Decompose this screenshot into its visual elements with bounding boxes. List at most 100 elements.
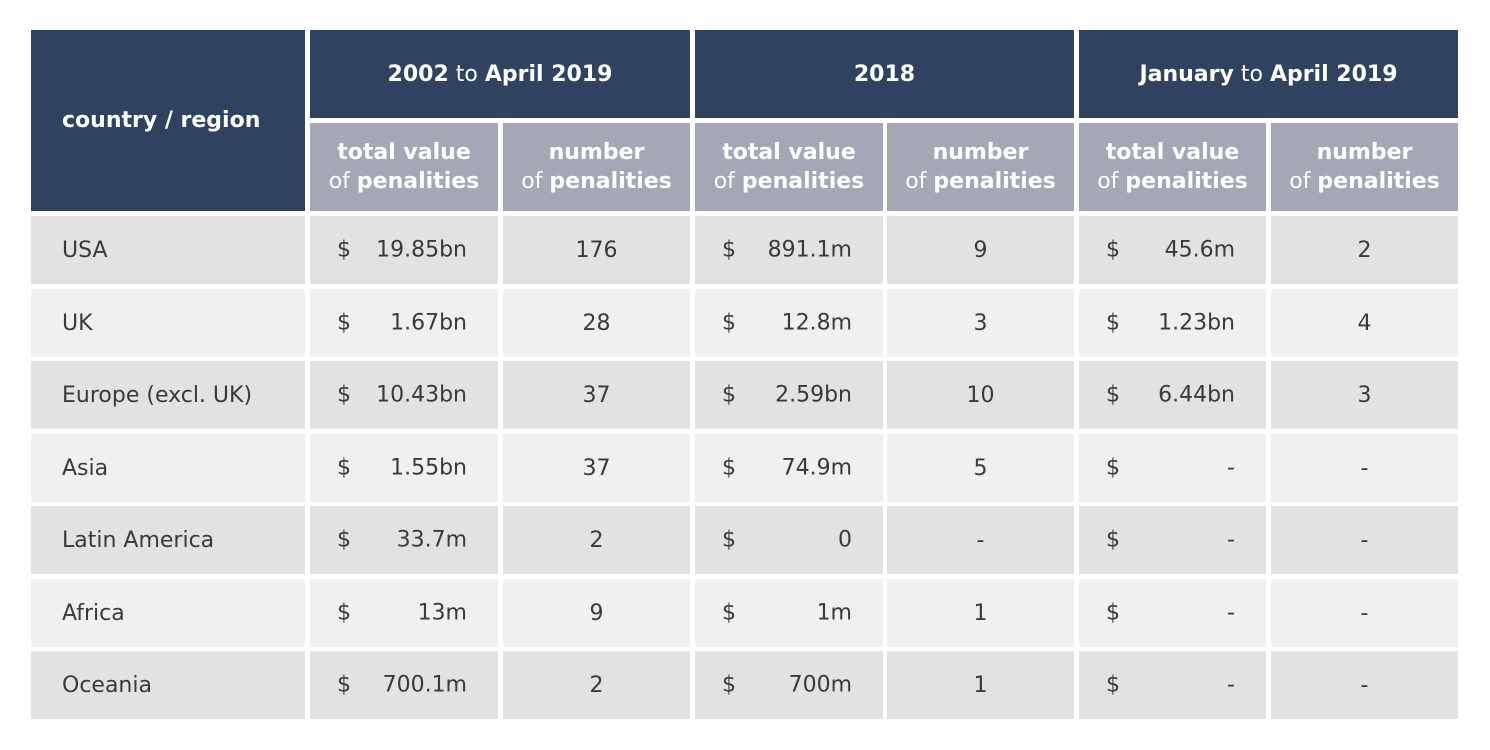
- currency-symbol: $: [722, 527, 736, 553]
- value-amount: 700m: [788, 672, 852, 698]
- total-value-cell: $45.6m: [1079, 216, 1266, 284]
- count-cell: -: [1271, 579, 1458, 647]
- value-amount: 1.23bn: [1158, 310, 1235, 336]
- sub-header-line1: total value: [722, 140, 856, 165]
- sub-header-of: of: [1289, 169, 1318, 194]
- value-amount: 19.85bn: [376, 237, 467, 263]
- total-value-cell: $1m: [695, 579, 883, 647]
- count-cell: 2: [503, 506, 690, 574]
- sub-header-penalities: penalities: [549, 169, 672, 194]
- period-end: April 2019: [484, 61, 613, 87]
- count-cell: 28: [503, 289, 690, 357]
- sub-header-line2: of penalities: [887, 167, 1074, 196]
- region-cell: USA: [31, 216, 305, 284]
- sub-header-penalities: penalities: [356, 169, 480, 194]
- value-amount: -: [1227, 455, 1235, 481]
- count-cell: 3: [1271, 361, 1458, 429]
- currency-symbol: $: [337, 237, 351, 263]
- total-value-cell: $700.1m: [310, 651, 498, 719]
- sub-header-penalities: penalities: [1125, 169, 1248, 194]
- value-amount: 12.8m: [781, 310, 852, 336]
- total-value-cell: $1.67bn: [310, 289, 498, 357]
- period-start: 2002: [387, 61, 449, 87]
- number-header: number of penalities: [503, 123, 690, 211]
- sub-header-line2: of penalities: [1271, 167, 1458, 196]
- sub-header-penalities: penalities: [741, 169, 865, 194]
- total-value-cell: $74.9m: [695, 434, 883, 502]
- total-value-cell: $ -: [1079, 506, 1266, 574]
- number-header: number of penalities: [887, 123, 1074, 211]
- total-value-header: total value of penalities: [1079, 123, 1266, 211]
- currency-symbol: $: [337, 455, 351, 481]
- currency-symbol: $: [1106, 672, 1120, 698]
- sub-header-line2: of penalities: [1079, 167, 1266, 196]
- number-header: number of penalities: [1271, 123, 1458, 211]
- value-amount: 2.59bn: [775, 382, 852, 408]
- currency-symbol: $: [1106, 455, 1120, 481]
- total-value-cell: $891.1m: [695, 216, 883, 284]
- count-cell: 37: [503, 361, 690, 429]
- total-value-cell: $19.85bn: [310, 216, 498, 284]
- total-value-cell: $13m: [310, 579, 498, 647]
- count-cell: 9: [503, 579, 690, 647]
- value-amount: 10.43bn: [376, 382, 467, 408]
- currency-symbol: $: [722, 672, 736, 698]
- period-connector: to: [448, 61, 485, 87]
- currency-symbol: $: [722, 600, 736, 626]
- value-amount: -: [1227, 600, 1235, 626]
- total-value-cell: $ -: [1079, 579, 1266, 647]
- count-cell: 2: [503, 651, 690, 719]
- count-cell: 37: [503, 434, 690, 502]
- value-amount: 45.6m: [1164, 237, 1235, 263]
- total-value-cell: $700m: [695, 651, 883, 719]
- total-value-cell: $1.23bn: [1079, 289, 1266, 357]
- sub-header-penalities: penalities: [1317, 169, 1440, 194]
- total-value-cell: $0: [695, 506, 883, 574]
- count-cell: 10: [887, 361, 1074, 429]
- count-cell: 1: [887, 579, 1074, 647]
- currency-symbol: $: [337, 672, 351, 698]
- currency-symbol: $: [337, 600, 351, 626]
- total-value-cell: $10.43bn: [310, 361, 498, 429]
- value-amount: 1.67bn: [390, 310, 467, 336]
- currency-symbol: $: [1106, 527, 1120, 553]
- sub-header-line2: of penalities: [695, 167, 883, 196]
- currency-symbol: $: [1106, 310, 1120, 336]
- value-amount: -: [1227, 527, 1235, 553]
- count-cell: 2: [1271, 216, 1458, 284]
- total-value-cell: $6.44bn: [1079, 361, 1266, 429]
- period-header: January to April 2019: [1079, 30, 1458, 118]
- sub-header-line1: number: [1316, 140, 1413, 165]
- count-cell: 176: [503, 216, 690, 284]
- sub-header-of: of: [1097, 169, 1126, 194]
- currency-symbol: $: [337, 310, 351, 336]
- period-header: 2002 to April 2019: [310, 30, 690, 118]
- region-cell: Oceania: [31, 651, 305, 719]
- currency-symbol: $: [337, 527, 351, 553]
- currency-symbol: $: [722, 310, 736, 336]
- value-amount: 891.1m: [767, 237, 852, 263]
- period-connector: to: [1233, 61, 1270, 87]
- total-value-cell: $ -: [1079, 434, 1266, 502]
- count-cell: -: [1271, 434, 1458, 502]
- value-amount: 74.9m: [781, 455, 852, 481]
- region-cell: Africa: [31, 579, 305, 647]
- period-end: April 2019: [1269, 61, 1398, 87]
- value-amount: 0: [838, 527, 852, 553]
- region-cell: Latin America: [31, 506, 305, 574]
- count-cell: 5: [887, 434, 1074, 502]
- value-amount: 700.1m: [382, 672, 467, 698]
- total-value-header: total value of penalities: [695, 123, 883, 211]
- value-amount: -: [1227, 672, 1235, 698]
- value-amount: 1.55bn: [390, 455, 467, 481]
- region-cell: Asia: [31, 434, 305, 502]
- count-cell: 9: [887, 216, 1074, 284]
- sub-header-line1: number: [548, 140, 645, 165]
- total-value-cell: $2.59bn: [695, 361, 883, 429]
- count-cell: 4: [1271, 289, 1458, 357]
- currency-symbol: $: [337, 382, 351, 408]
- count-cell: -: [1271, 506, 1458, 574]
- count-cell: -: [887, 506, 1074, 574]
- currency-symbol: $: [722, 455, 736, 481]
- total-value-cell: $ -: [1079, 651, 1266, 719]
